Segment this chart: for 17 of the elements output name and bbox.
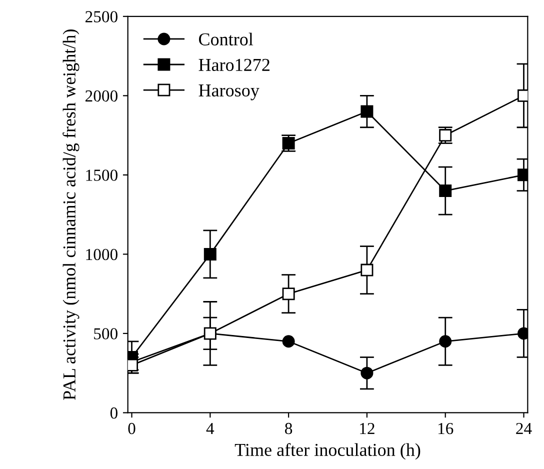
x-axis-title: Time after inoculation (h)	[234, 443, 420, 460]
legend-label: Haro1272	[198, 58, 270, 71]
y-tick-label: 1500	[86, 170, 118, 181]
x-tick-label: 0	[128, 422, 136, 434]
legend-label: Control	[199, 32, 254, 46]
x-tick-label: 16	[438, 422, 454, 434]
y-tick-label: 500	[94, 328, 118, 340]
y-tick-label: 2500	[86, 11, 118, 22]
y-tick-label: 0	[110, 407, 118, 419]
y-axis-title: PAL activity (nmol cinnamic acid/g fresh weight/h)	[62, 29, 80, 400]
y-tick-label: 2000	[86, 90, 118, 102]
y-tick-label: 1000	[86, 248, 118, 260]
x-tick-label: 24	[516, 422, 532, 434]
x-tick-label: 4	[206, 423, 214, 434]
x-tick-label: 12	[360, 422, 374, 434]
legend-label: Harosoy	[198, 84, 260, 100]
x-tick-label: 8	[285, 422, 292, 434]
